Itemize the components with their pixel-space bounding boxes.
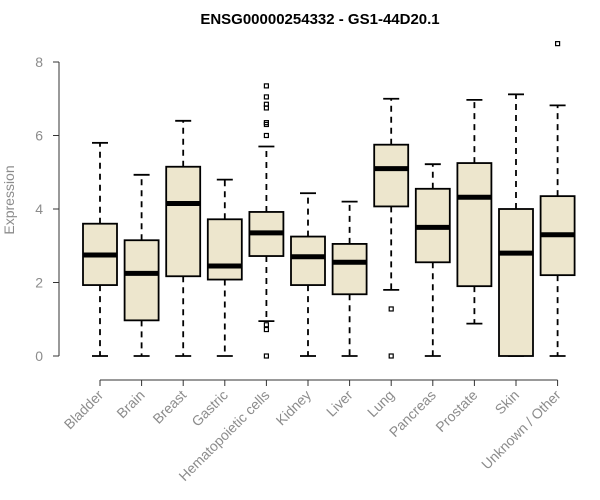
y-tick-label: 4 [35,201,43,217]
outlier-point [388,353,394,359]
box-group-brain [123,173,160,357]
iqr-box [165,165,202,278]
iqr-box [498,208,534,357]
box-group-lung [373,97,410,359]
box-group-skin [498,93,534,357]
box-group-breast [165,119,202,357]
outlier-point [388,306,394,312]
iqr-box [123,239,160,322]
box-group-liver [331,200,368,357]
iqr-box [456,162,493,288]
y-tick-label: 6 [35,128,43,144]
outlier-point [263,132,269,139]
box-group-prostate [456,98,493,325]
outlier-point [263,83,269,89]
outlier-point [263,94,269,100]
x-tick-label: Skin [492,387,523,418]
x-tick-label: Unknown / Other [478,387,564,473]
y-tick-label: 8 [35,54,43,70]
iqr-box [373,143,410,208]
y-axis-label: Expression [1,165,17,234]
outlier-point [263,326,269,333]
chart-title: ENSG00000254332 - GS1-44D20.1 [200,11,439,28]
outlier-point [263,353,269,359]
box-group-gastric [206,178,243,357]
x-tick-label: Bladder [61,387,107,433]
outlier-point [263,120,269,126]
iqr-box [331,243,368,296]
boxes-group [82,41,576,359]
iqr-box [290,235,326,286]
y-tick-label: 2 [35,275,43,291]
box-group-unknown-other [539,41,576,357]
x-tick-label: Kidney [273,387,315,429]
y-tick-label: 0 [35,348,43,364]
x-tick-label: Lung [364,387,397,420]
x-tick-label: Breast [149,387,189,427]
outlier-point [263,101,269,107]
outlier-point [263,322,269,328]
box-group-bladder [82,141,118,357]
x-tick-label: Liver [323,387,356,420]
box-group-kidney [290,192,326,357]
x-tick-label: Prostate [432,387,480,435]
outlier-point [554,41,561,47]
iqr-box [206,218,243,281]
box-group-pancreas [414,163,451,357]
y-axis: 0 2 4 6 8 [35,54,60,364]
box-group-hematopoietic-cells [248,83,285,359]
x-tick-label: Brain [113,387,147,421]
